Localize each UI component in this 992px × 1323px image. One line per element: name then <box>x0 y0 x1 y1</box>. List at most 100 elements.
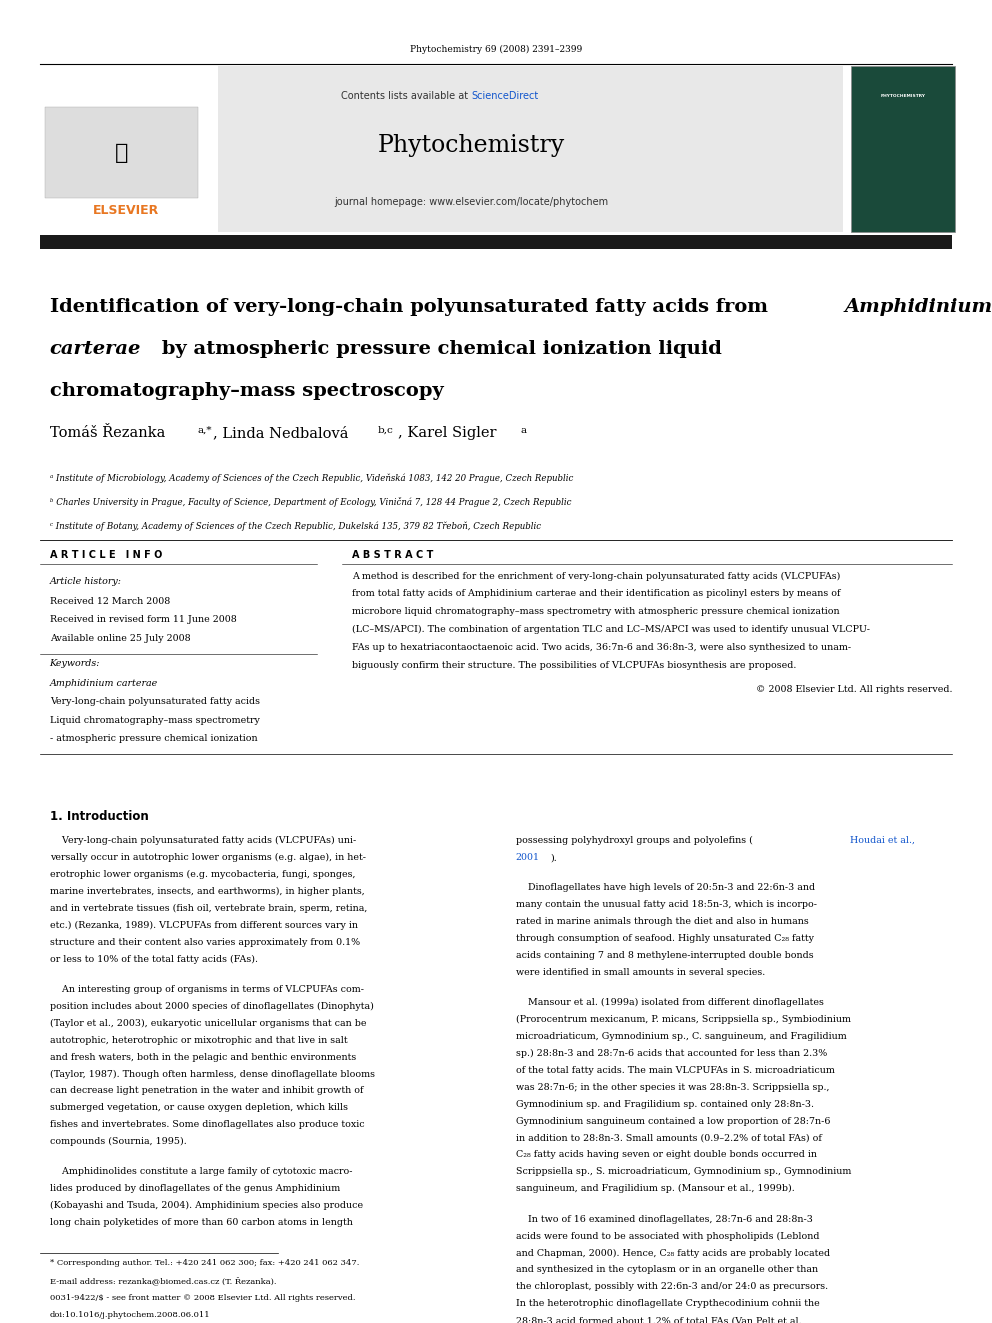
Text: Amphidinium: Amphidinium <box>844 298 992 316</box>
Text: acids containing 7 and 8 methylene-interrupted double bonds: acids containing 7 and 8 methylene-inter… <box>516 951 813 960</box>
Text: and synthesized in the cytoplasm or in an organelle other than: and synthesized in the cytoplasm or in a… <box>516 1265 818 1274</box>
Text: of the total fatty acids. The main VLCPUFAs in S. microadriaticum: of the total fatty acids. The main VLCPU… <box>516 1066 834 1074</box>
Text: chromatography–mass spectroscopy: chromatography–mass spectroscopy <box>50 382 443 401</box>
Text: position includes about 2000 species of dinoflagellates (Dinophyta): position includes about 2000 species of … <box>50 1002 373 1011</box>
Text: by atmospheric pressure chemical ionization liquid: by atmospheric pressure chemical ionizat… <box>155 340 721 359</box>
Text: (Taylor, 1987). Though often harmless, dense dinoflagellate blooms: (Taylor, 1987). Though often harmless, d… <box>50 1069 375 1078</box>
Text: A method is described for the enrichment of very-long-chain polyunsaturated fatt: A method is described for the enrichment… <box>352 572 840 581</box>
Text: ᶜ Institute of Botany, Academy of Sciences of the Czech Republic, Dukelská 135, : ᶜ Institute of Botany, Academy of Scienc… <box>50 521 541 531</box>
Text: FAs up to hexatriacontaoctaenoic acid. Two acids, 36:7n-6 and 36:8n-3, were also: FAs up to hexatriacontaoctaenoic acid. T… <box>352 643 851 652</box>
Text: 2001: 2001 <box>516 853 540 863</box>
Text: PHYTOCHEMISTRY: PHYTOCHEMISTRY <box>880 94 926 98</box>
Text: A R T I C L E   I N F O: A R T I C L E I N F O <box>50 550 162 561</box>
Text: Received in revised form 11 June 2008: Received in revised form 11 June 2008 <box>50 615 236 624</box>
Text: microadriaticum, Gymnodinium sp., C. sanguineum, and Fragilidium: microadriaticum, Gymnodinium sp., C. san… <box>516 1032 846 1041</box>
Bar <box>851 66 955 232</box>
Text: 0031-9422/$ - see front matter © 2008 Elsevier Ltd. All rights reserved.: 0031-9422/$ - see front matter © 2008 El… <box>50 1294 355 1302</box>
Text: sp.) 28:8n-3 and 28:7n-6 acids that accounted for less than 2.3%: sp.) 28:8n-3 and 28:7n-6 acids that acco… <box>516 1049 827 1058</box>
Text: , Linda Nedbalová: , Linda Nedbalová <box>212 426 348 441</box>
Text: In the heterotrophic dinoflagellate Crypthecodinium cohnii the: In the heterotrophic dinoflagellate Cryp… <box>516 1299 819 1308</box>
Text: ScienceDirect: ScienceDirect <box>471 91 539 101</box>
Text: through consumption of seafood. Highly unsaturated C₂₈ fatty: through consumption of seafood. Highly u… <box>516 934 813 943</box>
Text: versally occur in autotrophic lower organisms (e.g. algae), in het-: versally occur in autotrophic lower orga… <box>50 853 366 863</box>
Text: in addition to 28:8n-3. Small amounts (0.9–2.2% of total FAs) of: in addition to 28:8n-3. Small amounts (0… <box>516 1134 821 1143</box>
Text: Gymnodinium sanguineum contained a low proportion of 28:7n-6: Gymnodinium sanguineum contained a low p… <box>516 1117 830 1126</box>
Text: a,*: a,* <box>197 426 212 435</box>
Text: doi:10.1016/j.phytochem.2008.06.011: doi:10.1016/j.phytochem.2008.06.011 <box>50 1311 210 1319</box>
Text: the chloroplast, possibly with 22:6n-3 and/or 24:0 as precursors.: the chloroplast, possibly with 22:6n-3 a… <box>516 1282 828 1291</box>
Text: Phytochemistry: Phytochemistry <box>378 134 564 157</box>
Text: structure and their content also varies approximately from 0.1%: structure and their content also varies … <box>50 938 360 947</box>
Text: rated in marine animals through the diet and also in humans: rated in marine animals through the diet… <box>516 917 808 926</box>
Text: Amphidinium carterae: Amphidinium carterae <box>50 679 158 688</box>
Text: and in vertebrate tissues (fish oil, vertebrate brain, sperm, retina,: and in vertebrate tissues (fish oil, ver… <box>50 904 367 913</box>
Text: possessing polyhydroxyl groups and polyolefins (: possessing polyhydroxyl groups and polyo… <box>516 836 753 845</box>
Text: ᵃ Institute of Microbiology, Academy of Sciences of the Czech Republic, Videňská: ᵃ Institute of Microbiology, Academy of … <box>50 474 573 483</box>
Text: In two of 16 examined dinoflagellates, 28:7n-6 and 28:8n-3: In two of 16 examined dinoflagellates, 2… <box>516 1215 812 1224</box>
Text: or less to 10% of the total fatty acids (FAs).: or less to 10% of the total fatty acids … <box>50 955 258 963</box>
Text: and fresh waters, both in the pelagic and benthic environments: and fresh waters, both in the pelagic an… <box>50 1053 356 1061</box>
Text: Identification of very-long-chain polyunsaturated fatty acids from: Identification of very-long-chain polyun… <box>50 298 775 316</box>
Text: ).: ). <box>551 853 558 863</box>
Text: 🌲: 🌲 <box>115 143 128 163</box>
Text: long chain polyketides of more than 60 carbon atoms in length: long chain polyketides of more than 60 c… <box>50 1218 352 1228</box>
Text: microbore liquid chromatography–mass spectrometry with atmospheric pressure chem: microbore liquid chromatography–mass spe… <box>352 607 840 617</box>
Bar <box>40 235 952 249</box>
Text: etc.) (Rezanka, 1989). VLCPUFAs from different sources vary in: etc.) (Rezanka, 1989). VLCPUFAs from dif… <box>50 921 357 930</box>
Text: Phytochemistry 69 (2008) 2391–2399: Phytochemistry 69 (2008) 2391–2399 <box>410 45 582 53</box>
Text: lides produced by dinoflagellates of the genus Amphidinium: lides produced by dinoflagellates of the… <box>50 1184 340 1193</box>
Text: ELSEVIER: ELSEVIER <box>93 204 159 217</box>
Text: © 2008 Elsevier Ltd. All rights reserved.: © 2008 Elsevier Ltd. All rights reserved… <box>756 685 952 695</box>
Text: - atmospheric pressure chemical ionization: - atmospheric pressure chemical ionizati… <box>50 734 257 744</box>
Text: 1. Introduction: 1. Introduction <box>50 810 149 823</box>
Text: * Corresponding author. Tel.: +420 241 062 300; fax: +420 241 062 347.: * Corresponding author. Tel.: +420 241 0… <box>50 1259 359 1267</box>
Text: Very-long-chain polyunsaturated fatty acids: Very-long-chain polyunsaturated fatty ac… <box>50 697 260 706</box>
Text: A B S T R A C T: A B S T R A C T <box>352 550 434 561</box>
Text: many contain the unusual fatty acid 18:5n-3, which is incorpo-: many contain the unusual fatty acid 18:5… <box>516 900 816 909</box>
Bar <box>45 107 198 198</box>
Text: can decrease light penetration in the water and inhibit growth of: can decrease light penetration in the wa… <box>50 1086 363 1095</box>
Text: Mansour et al. (1999a) isolated from different dinoflagellates: Mansour et al. (1999a) isolated from dif… <box>516 998 823 1007</box>
Text: submerged vegetation, or cause oxygen depletion, which kills: submerged vegetation, or cause oxygen de… <box>50 1103 347 1113</box>
Text: , Karel Sigler: , Karel Sigler <box>398 426 496 441</box>
Text: Contents lists available at: Contents lists available at <box>341 91 471 101</box>
Text: Liquid chromatography–mass spectrometry: Liquid chromatography–mass spectrometry <box>50 716 260 725</box>
Text: carterae: carterae <box>50 340 141 359</box>
Text: fishes and invertebrates. Some dinoflagellates also produce toxic: fishes and invertebrates. Some dinoflage… <box>50 1121 364 1130</box>
Text: Available online 25 July 2008: Available online 25 July 2008 <box>50 634 190 643</box>
Text: from total fatty acids of Amphidinium carterae and their identification as picol: from total fatty acids of Amphidinium ca… <box>352 589 840 598</box>
Text: and Chapman, 2000). Hence, C₂₈ fatty acids are probably located: and Chapman, 2000). Hence, C₂₈ fatty aci… <box>516 1249 830 1257</box>
Text: journal homepage: www.elsevier.com/locate/phytochem: journal homepage: www.elsevier.com/locat… <box>334 197 608 206</box>
Text: Amphidinolides constitute a large family of cytotoxic macro-: Amphidinolides constitute a large family… <box>50 1167 352 1176</box>
Text: An interesting group of organisms in terms of VLCPUFAs com-: An interesting group of organisms in ter… <box>50 984 364 994</box>
Text: Very-long-chain polyunsaturated fatty acids (VLCPUFAs) uni-: Very-long-chain polyunsaturated fatty ac… <box>50 836 356 845</box>
Text: 28:8n-3 acid formed about 1.2% of total FAs (Van Pelt et al.,: 28:8n-3 acid formed about 1.2% of total … <box>516 1316 805 1323</box>
Text: Dinoflagellates have high levels of 20:5n-3 and 22:6n-3 and: Dinoflagellates have high levels of 20:5… <box>516 884 815 892</box>
Text: sanguineum, and Fragilidium sp. (Mansour et al., 1999b).: sanguineum, and Fragilidium sp. (Mansour… <box>516 1184 795 1193</box>
Text: erotrophic lower organisms (e.g. mycobacteria, fungi, sponges,: erotrophic lower organisms (e.g. mycobac… <box>50 871 355 878</box>
Text: Keywords:: Keywords: <box>50 659 100 668</box>
Text: C₂₈ fatty acids having seven or eight double bonds occurred in: C₂₈ fatty acids having seven or eight do… <box>516 1151 816 1159</box>
Text: (LC–MS/APCI). The combination of argentation TLC and LC–MS/APCI was used to iden: (LC–MS/APCI). The combination of argenta… <box>352 624 870 634</box>
Text: biguously confirm their structure. The possibilities of VLCPUFAs biosynthesis ar: biguously confirm their structure. The p… <box>352 660 797 669</box>
Text: Received 12 March 2008: Received 12 March 2008 <box>50 597 170 606</box>
Text: acids were found to be associated with phospholipids (Leblond: acids were found to be associated with p… <box>516 1232 819 1241</box>
Text: compounds (Sournia, 1995).: compounds (Sournia, 1995). <box>50 1138 186 1146</box>
Text: (Taylor et al., 2003), eukaryotic unicellular organisms that can be: (Taylor et al., 2003), eukaryotic unicel… <box>50 1019 366 1028</box>
Text: (Kobayashi and Tsuda, 2004). Amphidinium species also produce: (Kobayashi and Tsuda, 2004). Amphidinium… <box>50 1201 363 1211</box>
Bar <box>218 66 843 232</box>
Text: b,c: b,c <box>378 426 394 435</box>
Text: marine invertebrates, insects, and earthworms), in higher plants,: marine invertebrates, insects, and earth… <box>50 886 364 896</box>
Text: a: a <box>521 426 527 435</box>
Text: was 28:7n-6; in the other species it was 28:8n-3. Scrippsiella sp.,: was 28:7n-6; in the other species it was… <box>516 1082 829 1091</box>
Text: Gymnodinium sp. and Fragilidium sp. contained only 28:8n-3.: Gymnodinium sp. and Fragilidium sp. cont… <box>516 1099 813 1109</box>
Text: were identified in small amounts in several species.: were identified in small amounts in seve… <box>516 968 765 976</box>
Text: Tomáš Řezanka: Tomáš Řezanka <box>50 426 165 441</box>
Text: Article history:: Article history: <box>50 577 122 586</box>
Text: Houdai et al.,: Houdai et al., <box>850 836 915 845</box>
Text: E-mail address: rezanka@biomed.cas.cz (T. Řezanka).: E-mail address: rezanka@biomed.cas.cz (T… <box>50 1277 276 1286</box>
Text: Scrippsiella sp., S. microadriaticum, Gymnodinium sp., Gymnodinium: Scrippsiella sp., S. microadriaticum, Gy… <box>516 1167 851 1176</box>
Text: (Prorocentrum mexicanum, P. micans, Scrippsiella sp., Symbiodinium: (Prorocentrum mexicanum, P. micans, Scri… <box>516 1015 851 1024</box>
Bar <box>40 66 213 232</box>
Text: ᵇ Charles University in Prague, Faculty of Science, Department of Ecology, Vinič: ᵇ Charles University in Prague, Faculty … <box>50 497 571 508</box>
